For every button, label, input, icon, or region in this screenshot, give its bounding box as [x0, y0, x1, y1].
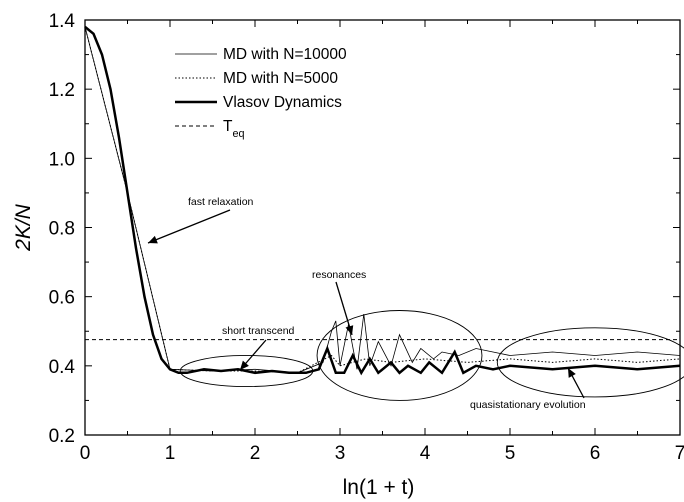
x-tick-label: 5 [505, 443, 516, 464]
annotation-arrowhead [568, 368, 576, 378]
plot-area [84, 19, 681, 436]
x-tick-label: 0 [80, 443, 91, 464]
series-layer [84, 25, 681, 376]
plot-frame [84, 19, 681, 436]
y-tick-label: 0.8 [49, 219, 75, 240]
annotation-layer: fast relaxation short transcend resonances… [147, 196, 684, 411]
ellipse-quasistationary [496, 327, 684, 398]
axes-layer: 0 1 2 3 4 5 6 7 0.2 0.4 0.6 0.8 1.0 1.2 1.4 ln(1 + t) 2K… [12, 11, 684, 499]
y-tick-label: 1.0 [49, 149, 75, 170]
x-tick-label: 2 [250, 443, 261, 464]
series-line-md-with-n-5000 [84, 26, 681, 374]
y-tick-label: 1.2 [49, 80, 75, 101]
annotation-arrow [147, 209, 231, 244]
x-axis-title: ln(1 + t) [343, 476, 415, 499]
y-tick-label: 1.4 [49, 11, 76, 32]
y-tick-label: 0.6 [49, 288, 75, 309]
annotation-label: quasistationary evolution [470, 399, 586, 411]
x-tick-label: 6 [590, 443, 601, 464]
x-tick-label: 1 [165, 443, 176, 464]
annotation-arrowhead [345, 325, 354, 335]
annotation-label: fast relaxation [188, 196, 254, 208]
legend-label: MD with N=10000 [223, 46, 347, 63]
ellipse-resonances [316, 310, 483, 401]
series-line-md-with-n-10000 [84, 26, 681, 374]
legend-label: Teq [223, 118, 245, 140]
series-line-vlasov-dynamics [84, 25, 681, 376]
annotation-arrowhead [148, 235, 158, 244]
annotation-label: resonances [312, 269, 366, 281]
x-tick-label: 7 [675, 443, 684, 464]
y-axis-title: 2K/N [12, 203, 35, 252]
x-tick-label: 3 [335, 443, 346, 464]
legend: MD with N=10000 MD with N=5000 Vlasov Dyna… [175, 46, 347, 140]
annotation-arrow [335, 281, 353, 336]
legend-label: MD with N=5000 [223, 70, 338, 87]
legend-label: Vlasov Dynamics [223, 94, 342, 111]
annotation-arrowhead [240, 360, 249, 370]
ellipse-short-transcend [179, 355, 314, 388]
y-tick-label: 0.2 [49, 426, 75, 447]
y-tick-label: 0.4 [49, 357, 76, 378]
x-tick-label: 4 [420, 443, 431, 464]
annotation-label: short transcend [222, 325, 295, 337]
